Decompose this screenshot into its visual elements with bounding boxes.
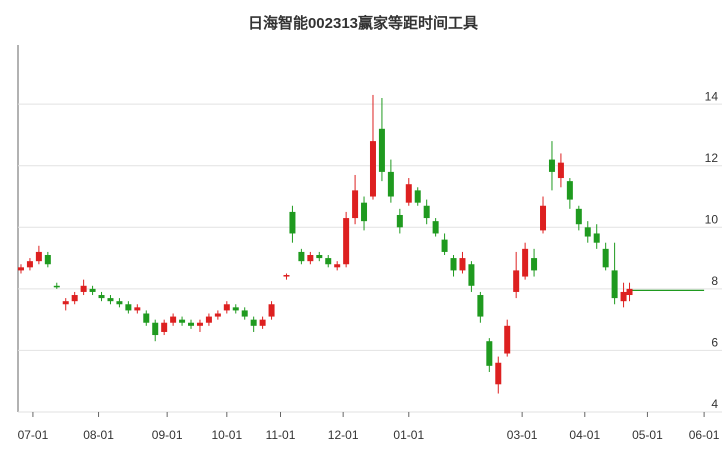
x-tick-label: 08-01: [83, 428, 114, 442]
candle-body: [89, 288, 96, 292]
candle-body: [17, 267, 24, 271]
candle-body: [361, 202, 368, 222]
candle-body: [548, 159, 555, 172]
candle-body: [378, 128, 385, 172]
candle-body: [459, 258, 466, 271]
y-tick-label: 10: [705, 212, 719, 226]
candle-body: [250, 319, 257, 326]
candle-body: [232, 307, 239, 311]
candle-body: [289, 211, 296, 234]
candle-body: [557, 162, 564, 179]
candle-body: [170, 316, 177, 323]
candle-body: [450, 258, 457, 271]
candle-body: [62, 301, 69, 305]
candle-body: [441, 239, 448, 252]
x-tick-label: 06-01: [689, 428, 720, 442]
candle-body: [584, 227, 591, 237]
candle-body: [334, 264, 341, 268]
candle-body: [241, 310, 248, 317]
candle-body: [369, 141, 376, 197]
candle-body: [125, 304, 132, 311]
candle-body: [486, 341, 493, 366]
candle-body: [53, 285, 60, 288]
candle-body: [522, 248, 529, 277]
y-tick-label: 6: [711, 336, 718, 350]
candle-body: [504, 325, 511, 354]
candle-body: [161, 322, 168, 332]
candle-body: [196, 322, 203, 326]
candle-body: [188, 322, 195, 326]
candle-body: [283, 275, 290, 277]
candle-body: [396, 214, 403, 228]
x-tick-label: 01-01: [393, 428, 424, 442]
candle-body: [468, 264, 475, 286]
candle-body: [626, 288, 633, 296]
candle-body: [35, 251, 42, 262]
candle-body: [387, 171, 394, 197]
candle-body: [405, 184, 412, 203]
candle-body: [98, 295, 105, 299]
x-tick-label: 03-01: [507, 428, 538, 442]
x-tick-label: 07-01: [18, 428, 49, 442]
candle-body: [26, 261, 33, 268]
candle-body: [593, 233, 600, 243]
candle-body: [179, 319, 186, 323]
candle-body: [531, 258, 538, 271]
candle-body: [134, 307, 141, 311]
candle-body: [423, 205, 430, 219]
x-tick-label: 12-01: [328, 428, 359, 442]
candle-body: [307, 255, 314, 262]
candle-body: [432, 221, 439, 234]
candle-body: [495, 362, 502, 385]
candle-body: [602, 248, 609, 268]
candle-body: [477, 295, 484, 317]
y-tick-label: 8: [711, 274, 718, 288]
candle-body: [205, 316, 212, 323]
candle-body: [540, 205, 547, 231]
candle-body: [316, 255, 323, 259]
candle-body: [325, 258, 332, 265]
candle-body: [143, 313, 150, 323]
candle-body: [259, 319, 266, 326]
x-tick-label: 09-01: [152, 428, 183, 442]
candle-body: [575, 208, 582, 225]
candle-body: [71, 295, 78, 302]
y-tick-label: 12: [705, 151, 719, 165]
candle-body: [107, 298, 114, 302]
candle-body: [268, 304, 275, 317]
x-tick-label: 11-01: [266, 428, 296, 442]
candle-body: [44, 255, 51, 265]
candle-body: [214, 313, 221, 317]
candle-body: [611, 270, 618, 299]
x-tick-label: 04-01: [569, 428, 600, 442]
candle-body: [352, 190, 359, 219]
candle-body: [152, 322, 159, 336]
candle-body: [513, 270, 520, 292]
candle-body: [116, 301, 123, 305]
candle-body: [620, 291, 627, 302]
chart-title: 日海智能002313赢家等距时间工具: [248, 14, 478, 32]
candle-body: [80, 285, 87, 292]
candle-body: [223, 304, 230, 311]
y-tick-label: 14: [705, 89, 719, 103]
candle-body: [414, 190, 421, 203]
candle-body: [343, 218, 350, 265]
candle-body: [298, 251, 305, 262]
x-tick-label: 05-01: [632, 428, 663, 442]
candle-body: [566, 181, 573, 200]
y-tick-label: 4: [711, 397, 718, 411]
x-tick-label: 10-01: [211, 428, 242, 442]
